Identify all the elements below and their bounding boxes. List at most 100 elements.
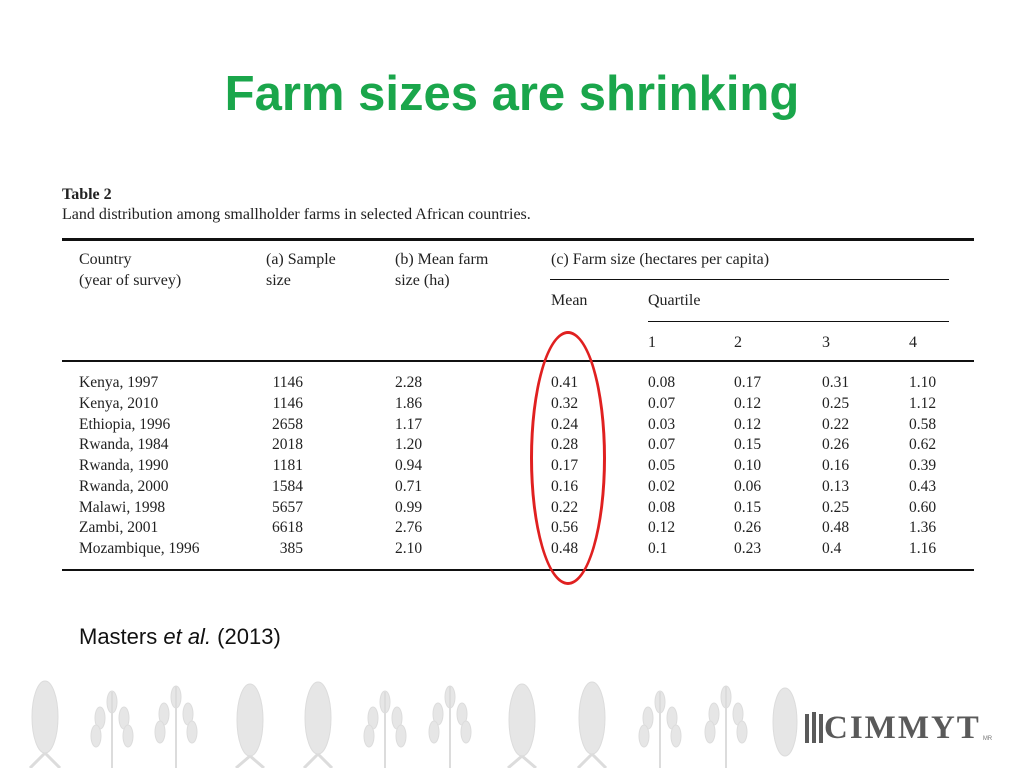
cell-country: Rwanda, 1984 [79,436,169,454]
cell-country: Ethiopia, 1996 [79,415,171,433]
cell-q2: 0.12 [734,394,762,412]
bottom-rule [62,569,974,571]
wheat-icon [638,690,682,768]
cell-sample-size: 385 [279,540,303,557]
citation-et-al: et al. [163,624,212,649]
cell-country: Zambi, 2001 [79,519,159,537]
header-mean-farm-size: (b) Mean farm size (ha) [395,249,488,291]
wheat-icon [363,690,407,768]
wheat-icon [704,685,748,768]
cell-q1: 0.07 [648,436,676,454]
cell-mean-farm-size: 1.17 [395,415,423,433]
cell-country: Kenya, 2010 [79,394,159,412]
cell-country: Mozambique, 1996 [79,540,200,557]
quartile-rule [648,321,949,322]
cell-q3: 0.48 [822,519,850,537]
cell-sample-size: 1146 [272,394,303,412]
cell-q4: 1.16 [909,540,937,557]
cell-q1: 0.05 [648,457,676,474]
header-meanfarm-line1: (b) Mean farm [395,251,489,268]
citation-author: Masters [79,624,164,649]
corn-icon [235,683,265,768]
cell-q4: 0.58 [909,415,937,433]
cell-q3: 0.26 [822,436,850,454]
cell-q1: 0.08 [648,374,676,391]
highlight-oval [530,331,606,585]
cell-q4: 0.39 [909,457,937,474]
wheat-icon [428,685,472,768]
corn-icon [576,681,608,768]
header-farm-size-per-capita: (c) Farm size (hectares per capita) [551,251,770,268]
cell-q2: 0.15 [734,498,762,516]
header-sample-line1: (a) Sample [266,251,336,268]
header-q1: 1 [648,334,656,351]
cell-mean-farm-size: 2.28 [395,374,423,391]
cell-sample-size: 2018 [272,436,303,454]
header-mean: Mean [551,292,588,309]
cell-q3: 0.22 [822,415,850,433]
cell-q1: 0.1 [648,540,668,557]
wheat-icon [154,685,198,768]
cimmyt-logo: CIMMYT MR [804,708,992,748]
cell-q3: 0.25 [822,498,850,516]
crop-decoration [28,680,798,768]
cell-mean-farm-size: 0.71 [395,477,423,495]
logo-text: CIMMYT [824,709,981,746]
cell-mean-farm-size: 1.86 [395,394,423,412]
cell-mean-farm-size: 2.10 [395,540,423,557]
cell-q2: 0.06 [734,477,762,495]
header-q2: 2 [734,334,742,351]
header-quartile: Quartile [648,292,701,309]
cell-sample-size: 6618 [272,519,303,537]
cell-q1: 0.12 [648,519,676,537]
cell-q4: 0.43 [909,477,937,495]
header-country-line1: Country [79,251,132,268]
header-country: Country (year of survey) [79,249,181,291]
header-q3: 3 [822,334,830,351]
cell-q2: 0.17 [734,374,762,391]
header-q4: 4 [909,334,917,351]
cell-q4: 0.60 [909,498,937,516]
cell-q3: 0.4 [822,540,842,557]
cell-q1: 0.08 [648,498,676,516]
header-meanfarm-line2: size (ha) [395,272,450,289]
citation-year: (2013) [211,624,281,649]
cell-q2: 0.10 [734,457,762,474]
header-sample-line2: size [266,272,291,289]
logo-registered-mark: MR [982,736,993,742]
cell-q1: 0.03 [648,415,676,433]
cell-q2: 0.26 [734,519,762,537]
cell-q2: 0.23 [734,540,762,557]
cell-sample-size: 1146 [272,374,303,391]
cell-mean-farm-size: 2.76 [395,519,423,537]
table-description: Land distribution among smallholder farm… [62,206,531,223]
cell-q3: 0.13 [822,477,850,495]
table-caption: Table 2 [62,186,112,203]
cell-sample-size: 2658 [272,415,303,433]
group-rule [550,279,949,280]
cell-q4: 1.36 [909,519,937,537]
corn-icon [507,683,537,768]
corn-icon [302,681,334,768]
cell-q3: 0.16 [822,457,850,474]
cell-q2: 0.15 [734,436,762,454]
cimmyt-emblem-icon [805,712,823,743]
top-rule [62,238,974,241]
cell-q2: 0.12 [734,415,762,433]
cell-q4: 0.62 [909,436,937,454]
cell-q3: 0.25 [822,394,850,412]
cell-q1: 0.07 [648,394,676,412]
cell-country: Rwanda, 1990 [79,457,169,474]
cell-q1: 0.02 [648,477,676,495]
header-sample-size: (a) Sample size [266,249,336,291]
cell-q4: 1.12 [909,394,937,412]
cell-q4: 1.10 [909,374,937,391]
corn-icon [772,687,798,757]
cell-sample-size: 1584 [272,477,303,495]
cell-mean-farm-size: 0.94 [395,457,423,474]
cell-q3: 0.31 [822,374,850,391]
corn-icon [28,680,62,768]
cell-mean-farm-size: 1.20 [395,436,423,454]
cell-sample-size: 1181 [272,457,303,474]
wheat-icon [90,690,134,768]
